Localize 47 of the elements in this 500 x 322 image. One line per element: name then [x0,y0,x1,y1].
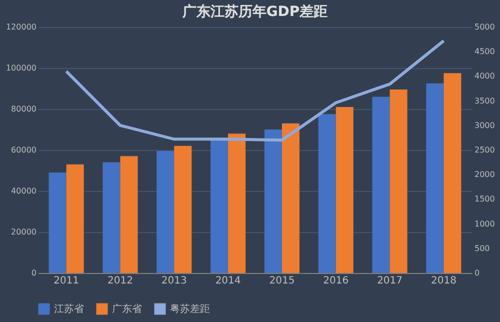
y-tick-label: 20000 [11,228,36,236]
x-tick-label: 2013 [161,276,187,286]
x-tick-label: 2014 [215,276,241,286]
line-series [64,39,446,142]
bar [282,123,300,273]
bar [318,114,336,273]
bar [48,172,66,273]
bar [390,90,408,273]
y-tick-label: 60000 [11,146,36,154]
bar [426,83,444,273]
y-tick-label: 80000 [11,104,36,114]
y2-tick-label: 1500 [474,194,495,204]
y2-tick-label: 0 [474,268,480,278]
y2-tick-label: 1000 [474,219,495,228]
chart-title: 广东江苏历年GDP差距 [181,3,328,20]
legend-label: 江苏省 [54,303,84,315]
y-tick-label: 0 [31,268,36,278]
bar [120,156,138,273]
y2-tick-label: 4500 [474,47,495,56]
x-tick-label: 2012 [107,276,133,286]
x-tick-label: 2018 [430,276,456,286]
y-tick-label: 120000 [6,22,36,32]
bar [228,134,246,273]
bar [444,73,462,273]
bar [210,140,228,273]
bar [102,162,120,273]
x-tick-label: 2016 [323,276,349,286]
y2-tick-label: 3000 [474,120,495,130]
y2-tick-label: 4000 [474,72,495,81]
bar [264,130,282,273]
x-tick-label: 2017 [377,276,403,286]
y-tick-label: 40000 [11,186,36,196]
y-tick-label: 100000 [6,64,36,72]
legend-label: 粤苏差距 [170,303,210,315]
x-tick-label: 2015 [269,276,295,286]
bar [174,146,192,273]
legend-label: 广东省 [112,303,142,315]
bar [156,151,174,273]
y2-tick-label: 2500 [474,146,495,154]
y2-tick-label: 2000 [474,170,495,180]
bar [336,106,354,273]
bar [372,96,390,273]
y2-tick-label: 5000 [474,22,495,32]
y2-tick-label: 500 [474,244,490,253]
x-tick-label: 2011 [54,276,80,286]
bar [66,164,84,273]
y2-tick-label: 3500 [474,96,495,106]
